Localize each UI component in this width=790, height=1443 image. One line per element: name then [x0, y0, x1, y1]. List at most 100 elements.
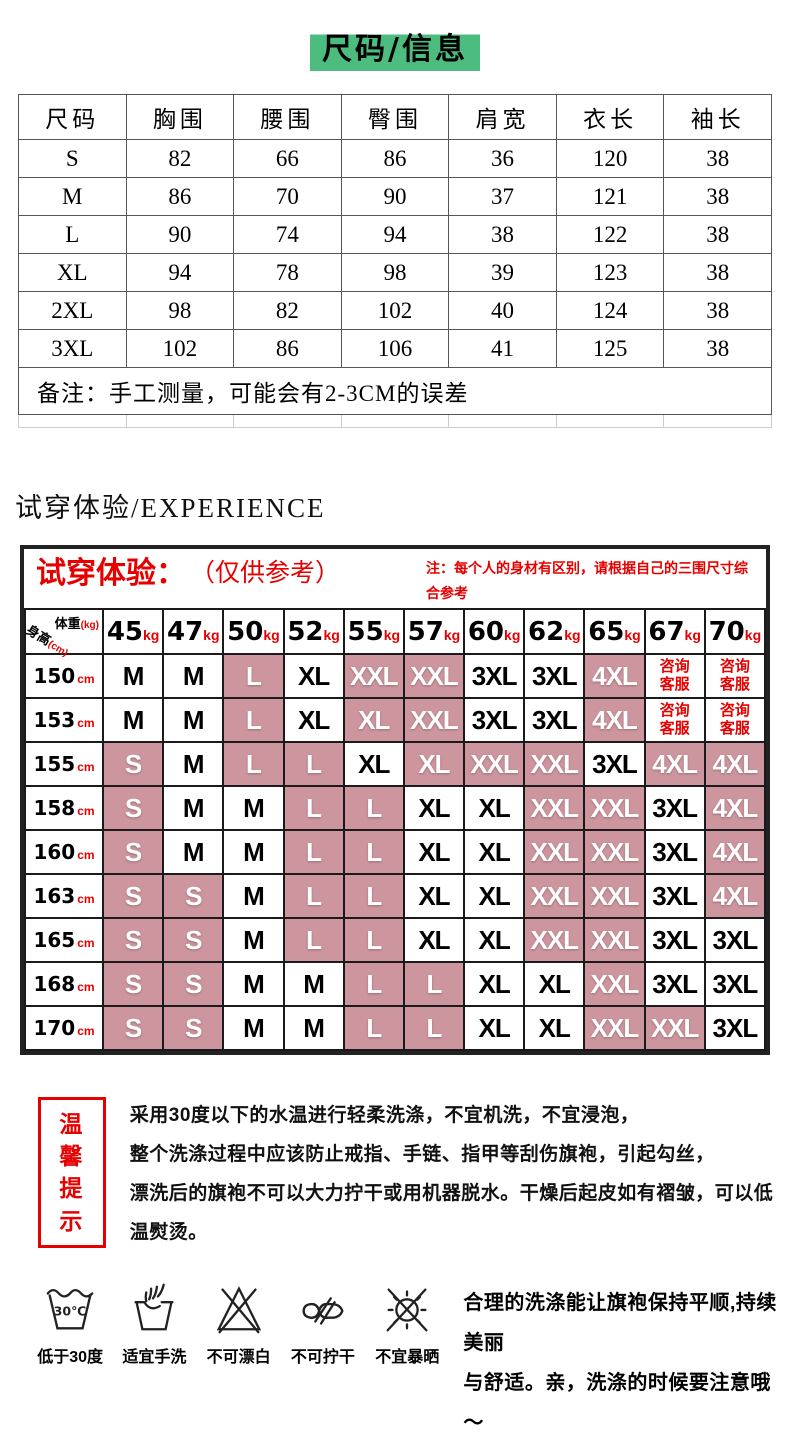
weight-unit: kg [323, 626, 340, 643]
size-recommendation-cell: XXL [643, 1005, 706, 1051]
size-recommendation-cell: M [162, 697, 225, 743]
size-value-cell: 124 [555, 291, 665, 330]
size-recommendation-cell: 4XL [643, 741, 706, 787]
size-recommendation-cell: XL [463, 785, 526, 831]
size-label-cell: M [18, 177, 127, 216]
height-value: 160 [33, 840, 76, 864]
no-sun-exposure-icon [386, 1288, 428, 1332]
size-table-note: 备注：手工测量，可能会有2-3CM的误差 [18, 367, 772, 415]
weight-unit: kg [143, 626, 160, 643]
size-table-row: XL 94 78 98 39 123 38 [18, 253, 772, 292]
experience-row: 160 cm S M M L L XL XL XXL XXL 3XL 4XL [24, 829, 767, 875]
size-recommendation-cell: L [282, 785, 345, 831]
wash-below-30-icon: 30℃ [46, 1288, 94, 1330]
size-recommendation-cell: 3XL [643, 829, 706, 875]
care-item-no-wring: 不可拧干 [281, 1279, 365, 1367]
size-recommendation-cell: S [101, 1005, 165, 1051]
size-recommendation-cell: XL [463, 917, 526, 963]
size-measurement-table: 尺码 胸围 腰围 臀围 肩宽 衣长 袖长 S 82 66 86 36 120 38 M 86 70 90 37 12… [18, 94, 772, 415]
size-value-cell: 38 [663, 215, 772, 254]
size-recommendation-cell: M [222, 1005, 285, 1051]
size-recommendation-cell: 3XL [643, 785, 706, 831]
hand-wash-icon [134, 1283, 174, 1331]
size-recommendation-cell: XXL [523, 829, 586, 875]
size-table-note-row: 备注：手工测量，可能会有2-3CM的误差 [18, 367, 772, 415]
size-label-cell: 3XL [18, 329, 127, 368]
experience-row: 150 cm M M L XL XXL XXL 3XL 3XL 4XL 咨询 客服 咨询 客服 [24, 653, 767, 699]
height-unit: cm [77, 1024, 95, 1038]
size-recommendation-cell: M [162, 741, 225, 787]
weight-column-header: 52kg [282, 608, 345, 655]
experience-heading: 试穿体验/EXPERIENCE [15, 493, 326, 523]
care-item-no-sun: 不宜暴晒 [365, 1279, 449, 1367]
size-recommendation-cell: M [101, 653, 165, 699]
experience-row: 163 cm S S M L L XL XL XXL XXL 3XL 4XL [24, 873, 767, 919]
height-value: 168 [33, 972, 76, 996]
size-recommendation-cell: XL [402, 829, 466, 875]
size-recommendation-cell: S [101, 829, 165, 875]
svg-text:30℃: 30℃ [54, 1303, 87, 1318]
care-label: 低于30度 [37, 1348, 104, 1366]
weight-unit: kg [744, 626, 762, 643]
contact-service-line: 咨询 [659, 702, 690, 719]
size-value-cell: 70 [233, 177, 342, 216]
size-value-cell: 74 [233, 215, 342, 254]
size-recommendation-cell: 4XL [583, 697, 646, 743]
size-value-cell: 90 [340, 177, 450, 216]
size-recommendation-cell: XXL [463, 741, 526, 787]
contact-service-cell: 咨询 客服 [643, 697, 706, 743]
weight-column-header: 47kg [162, 608, 225, 655]
contact-service-line: 客服 [719, 720, 750, 737]
size-value-cell: 86 [233, 329, 342, 368]
size-recommendation-cell: XL [342, 741, 405, 787]
contact-service-line: 咨询 [659, 658, 690, 675]
height-label-cell: 153 cm [24, 697, 104, 743]
size-recommendation-cell: XXL [523, 917, 586, 963]
size-recommendation-cell: XL [282, 653, 345, 699]
size-recommendation-cell: S [162, 961, 225, 1007]
size-recommendation-cell: M [222, 785, 285, 831]
experience-row: 153 cm M M L XL XL XXL 3XL 3XL 4XL 咨询 客服 咨询 客服 [24, 697, 767, 743]
size-recommendation-cell: L [282, 829, 345, 875]
size-value-cell: 102 [125, 329, 235, 368]
size-value-cell: 86 [340, 139, 450, 178]
size-recommendation-cell: L [342, 1005, 405, 1051]
contact-service-cell: 咨询 客服 [703, 653, 767, 699]
contact-service-line: 客服 [719, 676, 750, 693]
size-recommendation-cell: XXL [583, 1005, 646, 1051]
size-value-cell: 106 [340, 329, 450, 368]
height-unit: cm [77, 716, 95, 730]
size-recommendation-cell: 3XL [583, 741, 646, 787]
care-instructions-section: 30℃ 低于30度 适宜手洗 不可漂白 [28, 1279, 790, 1443]
experience-row: 158 cm S M M L L XL XL XXL XXL 3XL 4XL [24, 785, 767, 831]
size-value-cell: 86 [125, 177, 235, 216]
weight-column-header: 50kg [222, 608, 285, 655]
size-recommendation-cell: S [162, 1005, 225, 1051]
height-label-cell: 158 cm [24, 785, 104, 831]
size-recommendation-cell: 3XL [643, 961, 706, 1007]
care-label: 不可漂白 [206, 1348, 271, 1366]
size-recommendation-cell: M [222, 829, 285, 875]
size-recommendation-cell: XL [463, 1005, 526, 1051]
weight-column-header: 57kg [402, 608, 466, 655]
contact-service-cell: 咨询 客服 [643, 653, 706, 699]
size-value-cell: 120 [555, 139, 665, 178]
size-value-cell: 123 [555, 253, 665, 292]
care-label: 不可拧干 [290, 1348, 355, 1366]
size-recommendation-cell: 4XL [703, 785, 767, 831]
weight-unit: kg [684, 626, 701, 643]
weight-column-header: 62kg [523, 608, 586, 655]
size-recommendation-cell: M [162, 653, 225, 699]
size-recommendation-cell: XL [463, 961, 526, 1007]
experience-row: 168 cm S S M M L L XL XL XXL 3XL 3XL [24, 961, 767, 1007]
size-value-cell: 40 [448, 291, 557, 330]
size-recommendation-cell: 3XL [523, 653, 586, 699]
care-label: 适宜手洗 [122, 1348, 187, 1366]
size-table-body: S 82 66 86 36 120 38 M 86 70 90 37 121 38 L 90 74 94 38 122… [18, 139, 772, 368]
size-column-header: 尺码 [18, 94, 127, 140]
height-unit: cm [77, 804, 95, 818]
size-recommendation-cell: XXL [523, 873, 586, 919]
size-recommendation-cell: L [222, 741, 285, 787]
experience-row: 170 cm S S M M L L XL XL XXL XXL 3XL [24, 1005, 767, 1051]
size-recommendation-cell: L [342, 829, 405, 875]
